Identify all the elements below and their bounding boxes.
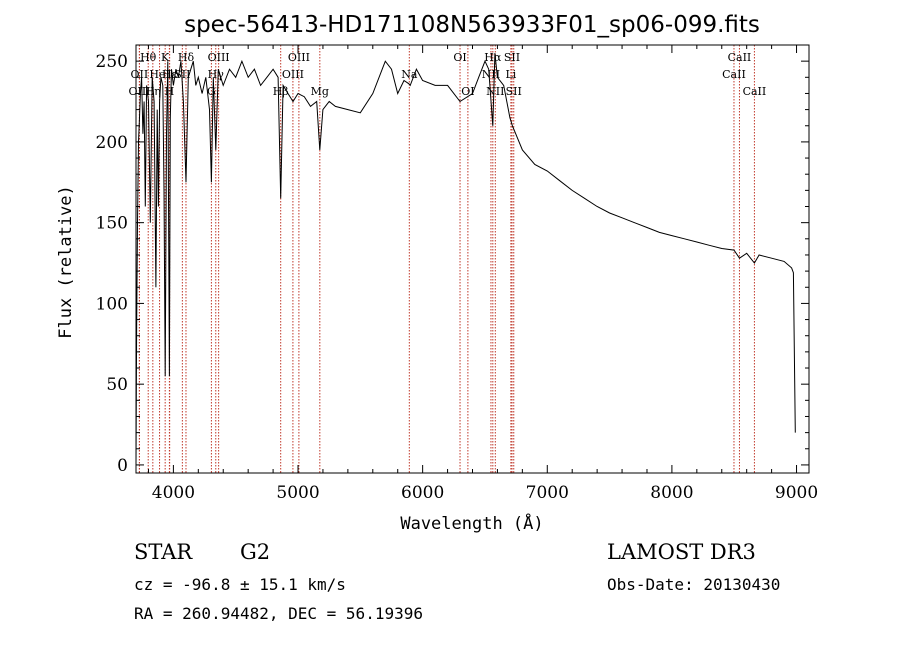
y-axis-label: Flux (relative) <box>56 185 76 339</box>
line-marker-label: OIII <box>208 51 230 64</box>
x-axis: 4000 5000 6000 7000 8000 9000 <box>147 45 818 503</box>
line-marker-label: Hθ <box>140 51 157 64</box>
y-axis: 0 50 100 150 200 250 <box>96 52 809 476</box>
x-tick-label: 4000 <box>152 483 195 503</box>
line-marker-label: HeI <box>149 68 169 81</box>
line-marker-label: SII <box>504 51 520 64</box>
line-marker-label: Mg <box>311 85 329 98</box>
y-tick-label: 200 <box>96 133 128 153</box>
line-marker-label: OIII <box>282 68 304 81</box>
line-marker-label: SII <box>506 85 522 98</box>
redshift-text: cz = -96.8 ± 15.1 km/s <box>134 575 346 594</box>
y-tick-label: 50 <box>106 375 128 395</box>
x-tick-label: 9000 <box>775 483 818 503</box>
line-marker-label: OI <box>453 51 466 64</box>
line-marker-label: H <box>165 85 175 98</box>
line-marker-label: OII <box>131 68 149 81</box>
line-marker-label: OIII <box>128 85 150 98</box>
line-marker-label: Na <box>401 68 418 81</box>
line-markers <box>138 45 755 473</box>
line-marker-label: Hα <box>484 51 502 64</box>
line-marker-label: Hγ <box>208 68 225 81</box>
line-marker-label: G <box>207 85 216 98</box>
x-tick-label: 7000 <box>526 483 569 503</box>
survey-name: LAMOST DR3 <box>607 540 756 564</box>
y-tick-label: 150 <box>96 214 128 234</box>
line-marker-label: OIII <box>288 51 310 64</box>
x-tick-label: 5000 <box>276 483 319 503</box>
plot-frame <box>135 44 810 474</box>
chart-title: spec-56413-HD171108N563933F01_sp06-099.f… <box>184 12 760 38</box>
line-marker-label: NII <box>486 85 504 98</box>
line-marker-label: NII <box>482 68 500 81</box>
x-axis-label: Wavelength (Å) <box>400 512 543 534</box>
line-marker-label: SII <box>174 68 190 81</box>
spectrum-line <box>135 53 796 465</box>
line-marker-label: CaII <box>722 68 746 81</box>
obs-date-text: Obs-Date: 20130430 <box>607 575 780 594</box>
object-class: STAR <box>134 540 193 564</box>
line-marker-label: CaII <box>728 51 752 64</box>
line-marker-label: CaII <box>743 85 767 98</box>
coordinates-text: RA = 260.94482, DEC = 56.19396 <box>134 604 423 623</box>
x-tick-label: 6000 <box>401 483 444 503</box>
y-tick-label: 0 <box>117 456 128 476</box>
x-tick-label: 8000 <box>650 483 693 503</box>
spectrum-info: STAR G2 LAMOST DR3 cz = -96.8 ± 15.1 km/… <box>134 540 780 623</box>
line-marker-label: Hδ <box>178 51 195 64</box>
y-tick-label: 250 <box>96 52 128 72</box>
line-marker-label: Li <box>505 68 516 81</box>
line-marker-label: Hε <box>162 68 178 81</box>
line-marker-label: K <box>161 51 170 64</box>
object-subclass: G2 <box>240 540 270 564</box>
y-tick-label: 100 <box>96 294 128 314</box>
line-marker-labels: HθOIIOIIIKHeIHηHεHHδSIIOIIIHγGOIIIOIIIHβ… <box>128 51 766 98</box>
